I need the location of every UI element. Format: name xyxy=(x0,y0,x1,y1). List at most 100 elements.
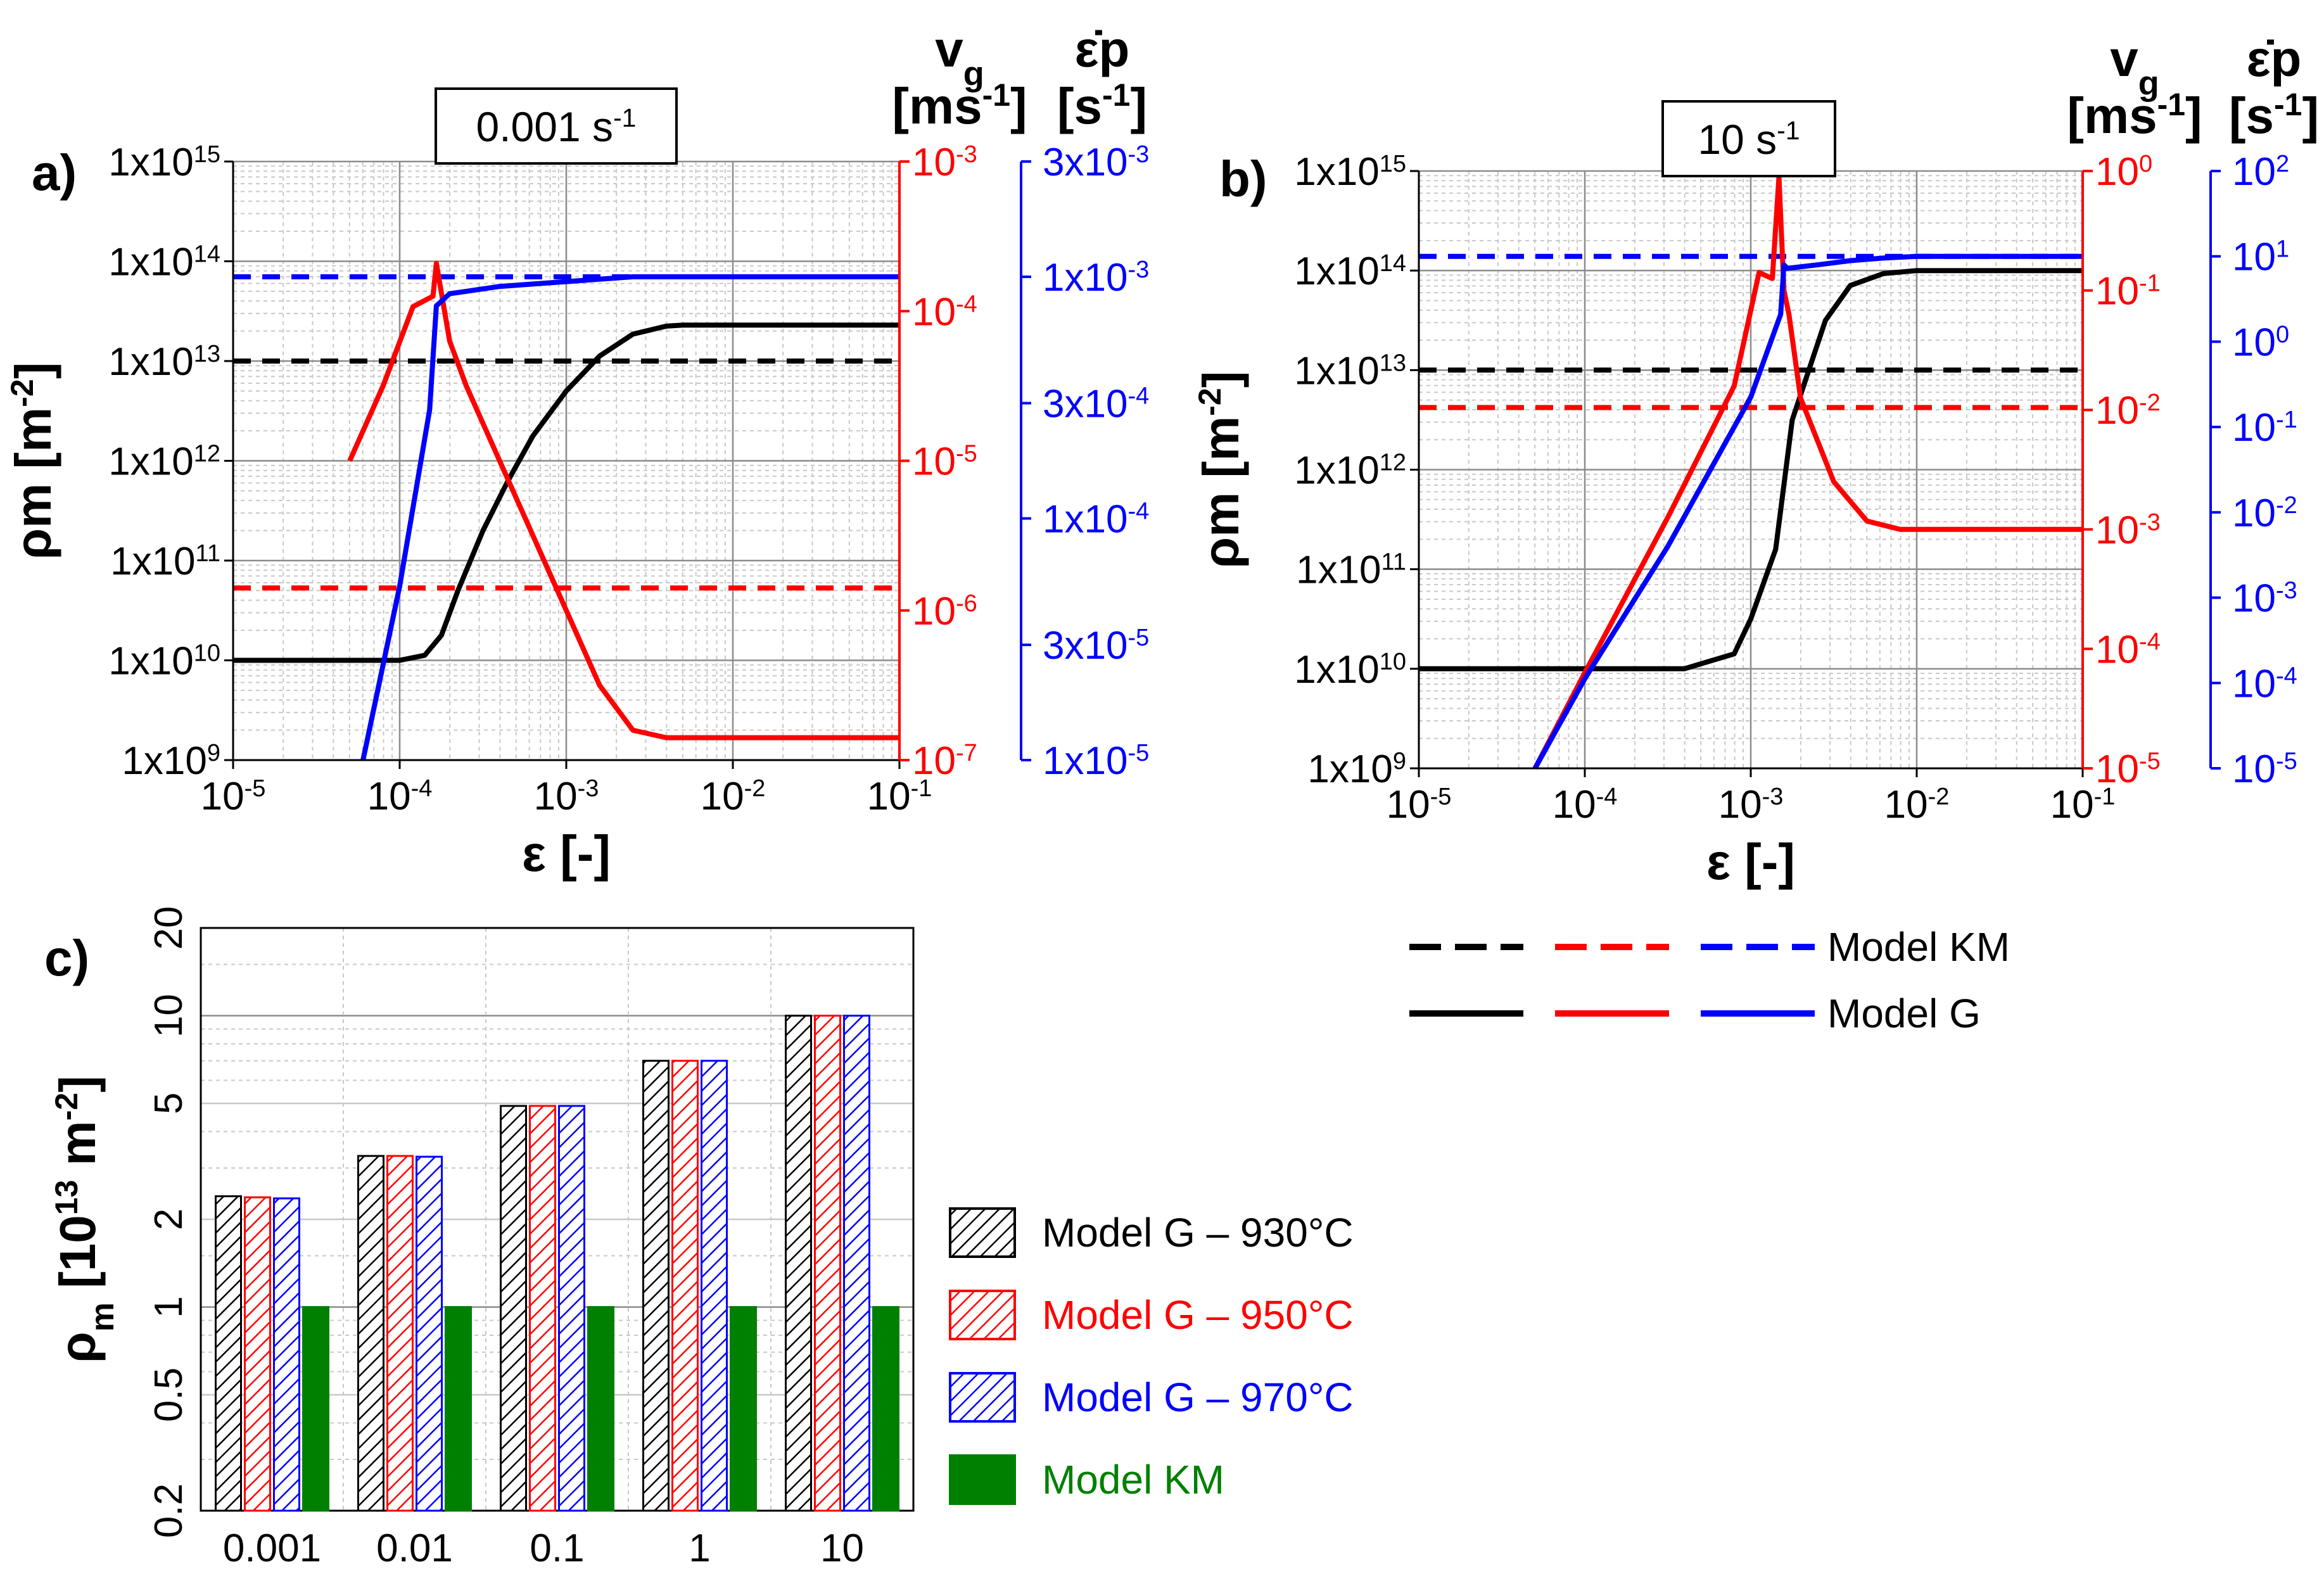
blue-tick-label: 1x10-3 xyxy=(1043,256,1149,300)
red-tick-label: 10-6 xyxy=(912,590,977,633)
x-tick-label: 10-4 xyxy=(367,775,433,818)
y-tick-label: 1x1013 xyxy=(1294,349,1406,393)
series-a-g-black xyxy=(233,322,899,663)
y-tick-label: 1x1011 xyxy=(110,540,220,583)
x-tick-label: 10-5 xyxy=(201,775,266,818)
blue-tick-label: 10-1 xyxy=(2232,406,2297,450)
strain-rate-label: 0.001 s-1 xyxy=(476,103,637,150)
series-a-g-blue xyxy=(360,274,899,761)
y-tick-label: 1x109 xyxy=(1307,747,1406,791)
blue-axis-unit: [s-1] xyxy=(1057,77,1147,134)
red-tick-label: 10-4 xyxy=(912,290,977,334)
x-axis-title: ε [-] xyxy=(522,825,611,882)
bar-0.01-blue xyxy=(416,1155,443,1512)
blue-tick-label: 10-4 xyxy=(2232,662,2297,706)
red-tick-label: 10-3 xyxy=(912,141,977,184)
legend-bar-swatch-black xyxy=(949,1207,1016,1258)
panel-b: 10-5 10-4 10-3 10-2 10-1 1x109 1x1010 1x1011 1x1… xyxy=(1192,30,2319,890)
blue-axis-title: ε̇p xyxy=(2247,30,2302,87)
y-tick-label: 1x1014 xyxy=(1294,250,1406,293)
blue-axis-unit: [s-1] xyxy=(2229,87,2319,144)
x-tick-label: 10 xyxy=(820,1527,864,1570)
y-tick-label: 1x1011 xyxy=(1296,549,1406,592)
legend-bar-swatch-red xyxy=(949,1290,1016,1340)
x-tick-label: 0.001 xyxy=(223,1527,321,1570)
legend-bars: Model G – 930°C Model G – 950°C Model G – … xyxy=(949,1207,1354,1505)
y-tick-label: 2 xyxy=(147,1209,191,1230)
bar-0.01-red xyxy=(386,1155,414,1512)
red-axis-title: vg xyxy=(2110,30,2159,103)
bar-1-blue xyxy=(701,1060,728,1512)
y-tick-label: 1x1015 xyxy=(1294,150,1406,194)
panel-c: 0.001 0.01 0.1 1 10 0.2 0.5 1 2 5 10 20 ρm [1013 m-2… xyxy=(44,906,915,1570)
legend-models: Model KM Model G xyxy=(1409,924,2010,1036)
blue-tick-label: 10-3 xyxy=(2232,577,2297,621)
red-axis-unit: [ms-1] xyxy=(892,77,1027,134)
red-tick-label: 10-1 xyxy=(2095,270,2161,314)
blue-tick-label: 100 xyxy=(2232,321,2289,364)
x-tick-label: 10-3 xyxy=(1718,783,1784,827)
blue-tick-label: 101 xyxy=(2232,236,2289,279)
y-axis-title: ρm [m-2] xyxy=(4,362,61,560)
y-axis-title: ρm [1013 m-2] xyxy=(49,1076,121,1363)
blue-tick-label: 3x10-5 xyxy=(1043,624,1149,668)
y-tick-label: 1 xyxy=(147,1296,191,1318)
legend-label: Model KM xyxy=(1827,924,2010,970)
red-tick-label: 10-5 xyxy=(2095,747,2161,791)
bar-0.01-black xyxy=(357,1155,384,1512)
y-tick-label: 1x109 xyxy=(122,739,220,783)
bar-10-green xyxy=(872,1305,899,1512)
red-tick-label: 10-3 xyxy=(2095,509,2161,552)
strain-rate-box xyxy=(1661,100,1836,177)
strain-rate-box xyxy=(435,87,678,165)
panel-label: a) xyxy=(32,144,77,201)
legend-bar-label: Model G – 930°C xyxy=(1042,1210,1354,1255)
y-tick-label: 1x1015 xyxy=(108,141,220,184)
red-tick-label: 10-7 xyxy=(912,739,977,783)
red-tick-label: 10-5 xyxy=(912,440,977,484)
y-tick-label: 1x1010 xyxy=(108,640,220,683)
x-tick-label: 10-5 xyxy=(1387,783,1452,827)
legend-bar-swatch-green xyxy=(949,1454,1016,1505)
y-tick-label: 5 xyxy=(147,1093,191,1114)
panel-a: 10-5 10-4 10-3 10-2 10-1 1x109 1x1010 1x1011 1x1… xyxy=(4,21,1149,882)
grid xyxy=(232,160,901,761)
bar-0.001-red xyxy=(244,1196,271,1512)
red-axis-unit: [ms-1] xyxy=(2067,87,2202,144)
x-tick-label: 10-1 xyxy=(2050,783,2116,827)
blue-tick-label: 1x10-4 xyxy=(1043,497,1149,541)
legend-label: Model G xyxy=(1827,991,1981,1036)
series-a-g-red xyxy=(347,260,899,740)
x-tick-label: 10-1 xyxy=(867,775,932,818)
bar-0.01-green xyxy=(445,1305,472,1512)
blue-tick-label: 3x10-4 xyxy=(1043,383,1149,426)
y-tick-label: 0.2 xyxy=(147,1483,191,1538)
plot-frame xyxy=(200,927,915,1512)
bar-1-black xyxy=(642,1060,670,1512)
series-b-g-blue xyxy=(1532,253,2083,770)
blue-tick-label: 10-5 xyxy=(2232,747,2297,791)
bar-1-red xyxy=(671,1060,699,1512)
bar-0.1-black xyxy=(500,1105,527,1512)
blue-tick-label: 3x10-3 xyxy=(1043,141,1149,184)
bar-10-red xyxy=(814,1014,841,1512)
bar-0.001-blue xyxy=(273,1197,300,1512)
bar-0.1-blue xyxy=(558,1105,585,1512)
bar-1-green xyxy=(730,1305,757,1512)
blue-tick-label: 10-2 xyxy=(2232,492,2297,535)
blue-tick-label: 102 xyxy=(2232,150,2289,194)
legend-bar-label: Model G – 950°C xyxy=(1042,1292,1354,1338)
blue-axis-title: ε̇p xyxy=(1075,21,1130,77)
y-tick-label: 1x1013 xyxy=(108,340,220,384)
legend-bar-label: Model G – 970°C xyxy=(1042,1375,1354,1420)
x-tick-label: 0.1 xyxy=(530,1527,584,1570)
bar-10-blue xyxy=(843,1014,870,1512)
bar-0.001-green xyxy=(302,1305,329,1512)
y-tick-label: 1x1012 xyxy=(1294,449,1406,493)
x-tick-label: 10-2 xyxy=(701,775,766,818)
panel-label: c) xyxy=(44,930,89,986)
x-axis-title: ε [-] xyxy=(1706,834,1795,890)
y-axis-title: ρm [m-2] xyxy=(1192,371,1249,569)
series-b-g-red xyxy=(1532,174,2083,770)
